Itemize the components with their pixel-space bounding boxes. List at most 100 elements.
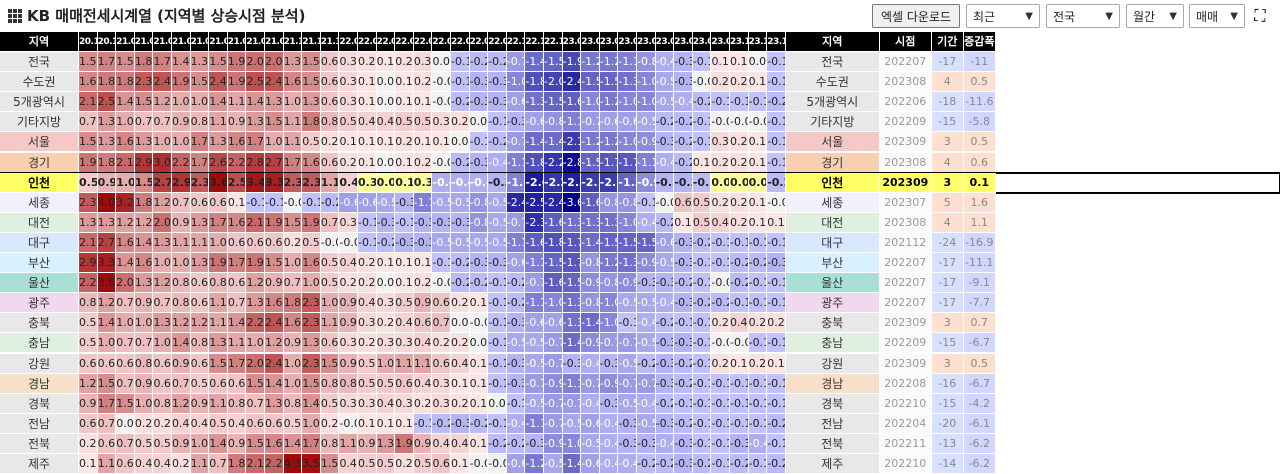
excel-download-button[interactable]: 엑셀 다운로드 xyxy=(872,4,960,28)
value-cell: -0.2 xyxy=(655,112,675,133)
table-row[interactable]: 경기 1.9 1.8 2.1 2.9 3.0 2.2 1.7 2.6 2.2 2.8 2.7 1.7 1.… xyxy=(0,152,1280,173)
value-cell: 0.9 xyxy=(172,433,191,454)
value-cell: -1.3 xyxy=(562,212,582,233)
table-row[interactable]: 대전 1.3 1.3 1.2 1.2 2.0 0.9 1.3 1.7 1.6 2.1 1.9 1.5 1.… xyxy=(0,212,1280,233)
value-cell: 1.3 xyxy=(153,313,172,334)
value-cell: -0.7 xyxy=(525,373,544,394)
value-cell: -0.7 xyxy=(506,132,526,153)
table-row[interactable]: 5개광역시 2.1 2.5 1.4 1.5 1.2 1.0 1.0 1.4 1.1 1.4 1.3 1.… xyxy=(0,92,1280,113)
table-row[interactable]: 충북 0.5 1.4 1.0 1.0 1.3 1.2 1.2 1.1 1.4 2.2 2.4 1.6 2.… xyxy=(0,313,1280,334)
value-cell: -0.5 xyxy=(637,293,656,314)
value-cell: -0.0 xyxy=(692,72,712,93)
value-cell: -1.1 xyxy=(562,373,582,394)
table-row[interactable]: 경남 1.2 1.5 0.7 0.9 0.6 0.7 0.5 0.6 0.6 1.5 1.4 1.0 1.… xyxy=(0,373,1280,394)
value-cell: -0.3 xyxy=(506,313,526,334)
value-cell: 0.5 xyxy=(692,192,712,213)
value-cell: -0.2 xyxy=(488,52,507,72)
table-row[interactable]: 전남 0.6 0.7 0.0 0.2 0.2 0.4 0.4 0.5 0.4 0.6 0.6 0.5 1.… xyxy=(0,413,1280,434)
value-cell: -0.1 xyxy=(618,313,637,334)
value-cell: 0.0 xyxy=(469,112,489,133)
amount-cell: -11 xyxy=(963,52,996,72)
value-cell: 0.8 xyxy=(320,112,340,133)
amount-cell: 0.7 xyxy=(963,313,996,334)
table-row[interactable]: 대구 2.1 2.7 1.6 1.4 1.3 1.1 1.1 1.0 0.6 0.6 0.6 0.2 0.… xyxy=(0,232,1280,253)
value-cell: -0.2 xyxy=(730,253,749,273)
value-cell: -0.3 xyxy=(655,413,675,434)
table-row[interactable]: 제주 0.1 1.1 0.6 0.4 0.4 0.2 1.1 0.7 1.8 2.1 2.2 4.3 3.… xyxy=(0,454,1280,474)
value-cell: -0.2 xyxy=(488,132,507,153)
value-cell: -0.7 xyxy=(562,393,582,414)
value-cell: 2.3 xyxy=(190,172,210,193)
value-cell: -0.2 xyxy=(767,454,786,474)
value-cell: 0.4 xyxy=(134,454,154,474)
value-cell: -0.0 xyxy=(730,333,749,354)
table-row[interactable]: 인천 0.5 0.9 1.0 1.5 2.7 2.9 2.3 3.6 2.5 3.4 3.3 2.3 2.… xyxy=(0,171,1280,194)
region-cell: 5개광역시 xyxy=(0,92,79,113)
interval-select[interactable]: 월간 ▼ xyxy=(1126,4,1184,28)
value-cell: -0.1 xyxy=(692,273,712,294)
value-cell: -0.0 xyxy=(432,273,451,294)
value-cell: -0.2 xyxy=(711,293,730,314)
trade-type-select[interactable]: 매매 ▼ xyxy=(1189,4,1245,28)
value-cell: 1.5 xyxy=(320,353,340,374)
value-cell: -1.5 xyxy=(637,232,656,253)
table-row[interactable]: 전북 0.2 0.6 0.7 0.5 0.5 0.9 1.0 1.4 0.9 1.5 1.6 1.4 1.… xyxy=(0,433,1280,454)
value-cell: 1.0 xyxy=(376,353,396,374)
value-cell: -0.1 xyxy=(748,333,768,354)
value-cell: -1.1 xyxy=(562,112,582,133)
table-row[interactable]: 전국 1.5 1.7 1.5 1.8 1.7 1.4 1.3 1.5 1.9 2.0 2.0 1.3 1.… xyxy=(0,52,1280,72)
table-row[interactable]: 강원 0.6 0.6 0.6 0.8 0.6 0.9 0.6 1.5 1.7 2.0 2.4 1.0 2.… xyxy=(0,353,1280,374)
value-cell: -0.6 xyxy=(339,192,358,213)
since-cell: 202207 xyxy=(879,293,932,314)
period-select[interactable]: 최근 ▼ xyxy=(966,4,1040,28)
table-row[interactable]: 수도권 1.6 1.8 1.8 2.3 2.4 1.9 1.5 2.4 1.9 2.5 2.4 1.6 1… xyxy=(0,72,1280,93)
value-cell: 2.0 xyxy=(246,353,265,374)
value-cell: -0.2 xyxy=(320,192,340,213)
value-cell: 0.6 xyxy=(190,353,210,374)
value-cell: -0.4 xyxy=(581,353,600,374)
value-cell: 0.1 xyxy=(395,253,414,273)
region-cell-right: 울산 xyxy=(785,273,880,294)
value-cell: 2.5 xyxy=(97,92,117,113)
table-row[interactable]: 광주 0.8 1.2 0.7 0.9 0.7 0.8 0.6 1.1 0.7 1.3 1.6 1.8 2.… xyxy=(0,293,1280,314)
value-cell: 0.0 xyxy=(376,152,396,173)
value-cell: 4.0 xyxy=(97,192,117,213)
table-row[interactable]: 울산 2.2 3.6 2.0 1.3 1.2 0.8 0.6 0.8 0.6 1.2 0.9 0.7 1.… xyxy=(0,273,1280,294)
table-row[interactable]: 세종2.34.03.21.81.20.70.60.60.1-0.1-0.1-0.… xyxy=(0,192,1280,213)
value-cell: -0.0 xyxy=(655,192,675,213)
table-row[interactable]: 충남 0.5 1.0 0.7 0.7 1.0 1.4 0.8 1.3 1.1 1.0 1.2 0.9 1.… xyxy=(0,333,1280,354)
table-row[interactable]: 경북 0.9 1.7 1.5 1.0 0.8 1.2 0.9 1.1 0.8 0.7 1.3 0.8 1.… xyxy=(0,393,1280,414)
value-cell: -1.5 xyxy=(618,232,637,253)
value-cell: -0.2 xyxy=(451,92,470,113)
value-cell: -0.3 xyxy=(674,333,693,354)
table-row[interactable]: 기타지방 0.7 1.3 1.0 0.7 0.7 0.9 0.8 1.1 0.9 1.3 1.5 1.1… xyxy=(0,112,1280,133)
value-cell: 0.9 xyxy=(283,333,303,354)
value-cell: 0.1 xyxy=(395,172,414,193)
table-row[interactable]: 부산 2.9 3.3 1.4 1.6 1.0 1.0 1.3 1.9 1.7 1.9 1.5 1.0 1.… xyxy=(0,253,1280,273)
value-cell: 0.3 xyxy=(395,393,414,414)
fullscreen-icon[interactable]: ⛶ xyxy=(1254,6,1266,25)
value-cell: 1.9 xyxy=(227,72,247,93)
value-cell: -0.2 xyxy=(674,373,693,394)
value-cell: 2.2 xyxy=(172,152,191,173)
value-cell: 0.7 xyxy=(227,293,247,314)
value-cell: 1.0 xyxy=(134,313,154,334)
value-cell: 0.2 xyxy=(711,313,730,334)
since-cell: 202210 xyxy=(879,454,932,474)
value-cell: 0.0 xyxy=(711,172,730,193)
table-row[interactable]: 서울 1.5 1.3 1.6 1.3 1.0 1.0 1.7 1.3 1.6 1.7 1.0 1.1 0.… xyxy=(0,132,1280,153)
value-cell: -0.4 xyxy=(637,313,656,334)
value-cell: 0.2 xyxy=(413,72,433,93)
value-cell: 0.6 xyxy=(79,413,98,434)
value-cell: 0.7 xyxy=(153,293,172,314)
value-cell: -0.2 xyxy=(674,132,693,153)
since-cell: 202309 xyxy=(879,313,932,334)
value-cell: -0.0 xyxy=(711,333,730,354)
region-select[interactable]: 전국 ▼ xyxy=(1046,4,1120,28)
value-cell: -0.4 xyxy=(599,413,619,434)
header-month: 23.09 xyxy=(711,32,730,52)
header-month: 22.10 xyxy=(506,32,526,52)
value-cell: 0.1 xyxy=(358,413,377,434)
value-cell: 0.1 xyxy=(227,192,247,213)
value-cell: -0.0 xyxy=(767,192,786,213)
